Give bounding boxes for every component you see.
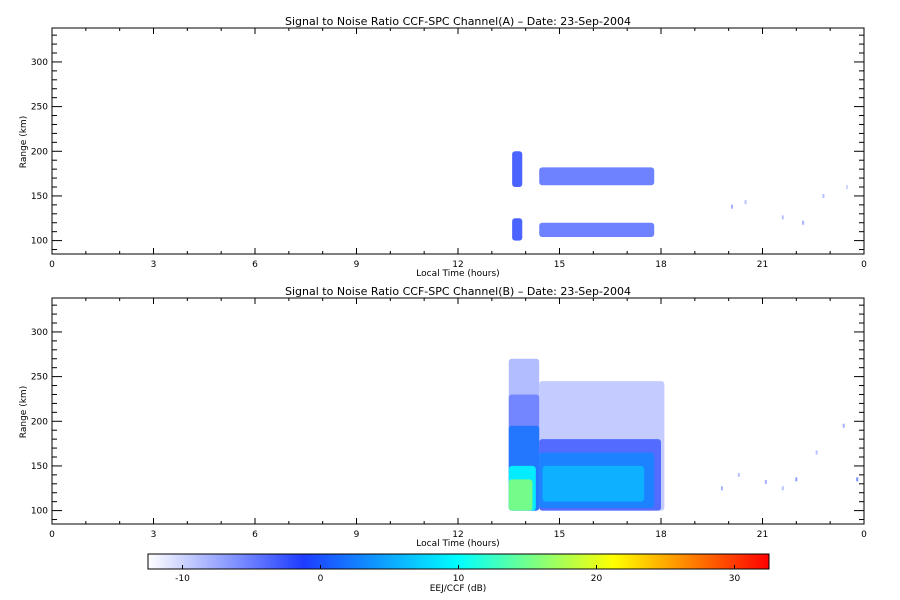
x-tick-label: 15 [554, 530, 565, 540]
snr-point [802, 220, 805, 225]
colorbar: -10 0 10 20 30 EEJ/CCF (dB) [147, 553, 770, 594]
snr-region [542, 465, 645, 502]
snr-point [737, 472, 740, 477]
snr-point [720, 486, 723, 491]
panel-b-plot-area: 0 3 6 9 12 15 18 21 0 100 150 200 250 300 [31, 297, 867, 540]
y-tick-label: 100 [31, 237, 48, 247]
snr-point [781, 486, 784, 491]
panel-a-xlabel: Local Time (hours) [416, 269, 499, 279]
y-tick-label: 200 [31, 147, 48, 157]
y-tick-label: 200 [31, 417, 48, 427]
x-tick-label: 6 [252, 530, 258, 540]
panel-b-title: Signal to Noise Ratio CCF-SPC Channel(B)… [285, 285, 631, 298]
colorbar-ticks: -10 0 10 20 30 [175, 565, 740, 584]
y-tick-label: 100 [31, 507, 48, 517]
x-tick-label: 18 [655, 530, 667, 540]
x-tick-label: 0 [861, 530, 867, 540]
panel-channel-a: Signal to Noise Ratio CCF-SPC Channel(A)… [19, 15, 867, 279]
colorbar-label: EEJ/CCF (dB) [430, 584, 487, 594]
colorbar-tick-label: 30 [729, 574, 741, 584]
snr-point [795, 477, 798, 482]
panel-b-ylabel: Range (km) [19, 386, 29, 438]
snr-point [781, 215, 784, 220]
snr-point [815, 450, 818, 455]
panel-b-xlabel: Local Time (hours) [416, 539, 499, 549]
y-tick-label: 250 [31, 373, 48, 383]
colorbar-tick-label: 0 [318, 574, 324, 584]
snr-point [744, 200, 747, 205]
panel-channel-b: Signal to Noise Ratio CCF-SPC Channel(B)… [19, 285, 867, 549]
colorbar-tick-label: -10 [175, 574, 190, 584]
x-tick-label: 0 [49, 530, 55, 540]
x-tick-label: 0 [861, 260, 867, 270]
y-tick-label: 300 [31, 58, 48, 68]
y-tick-label: 150 [31, 462, 48, 472]
snr-region [539, 222, 655, 238]
x-tick-label: 3 [151, 530, 157, 540]
y-tick-label: 250 [31, 103, 48, 113]
x-tick-label: 9 [354, 260, 360, 270]
panel-a-plot-area: 0 3 6 9 12 15 18 21 0 100 150 200 250 300 [31, 27, 867, 270]
snr-region [539, 167, 655, 186]
snr-point [856, 477, 859, 482]
y-tick-label: 150 [31, 192, 48, 202]
colorbar-tick-label: 20 [591, 574, 603, 584]
snr-point [731, 204, 734, 209]
panel-a-title: Signal to Noise Ratio CCF-SPC Channel(A)… [285, 15, 631, 28]
snr-region [512, 218, 523, 241]
snr-region [508, 479, 533, 511]
snr-point [764, 480, 767, 485]
plot-frame [51, 27, 865, 255]
x-tick-label: 9 [354, 530, 360, 540]
snr-region [512, 151, 523, 188]
y-tick-label: 300 [31, 328, 48, 338]
snr-point [842, 423, 845, 428]
x-tick-label: 21 [757, 530, 768, 540]
snr-point [822, 193, 825, 198]
panel-a-ylabel: Range (km) [19, 116, 29, 168]
x-tick-label: 0 [49, 260, 55, 270]
x-tick-label: 12 [452, 530, 463, 540]
colorbar-tick-label: 10 [453, 574, 465, 584]
x-tick-label: 6 [252, 260, 258, 270]
snr-point [846, 185, 849, 190]
x-tick-label: 12 [452, 260, 463, 270]
plot-frame [51, 297, 865, 525]
x-tick-label: 3 [151, 260, 157, 270]
x-tick-label: 18 [655, 260, 667, 270]
x-tick-label: 21 [757, 260, 768, 270]
x-tick-label: 15 [554, 260, 565, 270]
